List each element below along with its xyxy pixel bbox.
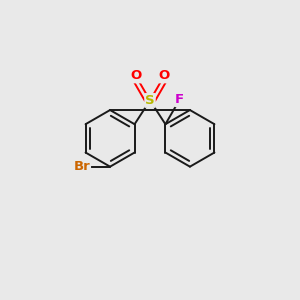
Text: S: S bbox=[145, 94, 155, 107]
Text: O: O bbox=[130, 69, 142, 82]
Text: F: F bbox=[175, 93, 184, 106]
Text: O: O bbox=[158, 69, 170, 82]
Text: Br: Br bbox=[74, 160, 90, 173]
